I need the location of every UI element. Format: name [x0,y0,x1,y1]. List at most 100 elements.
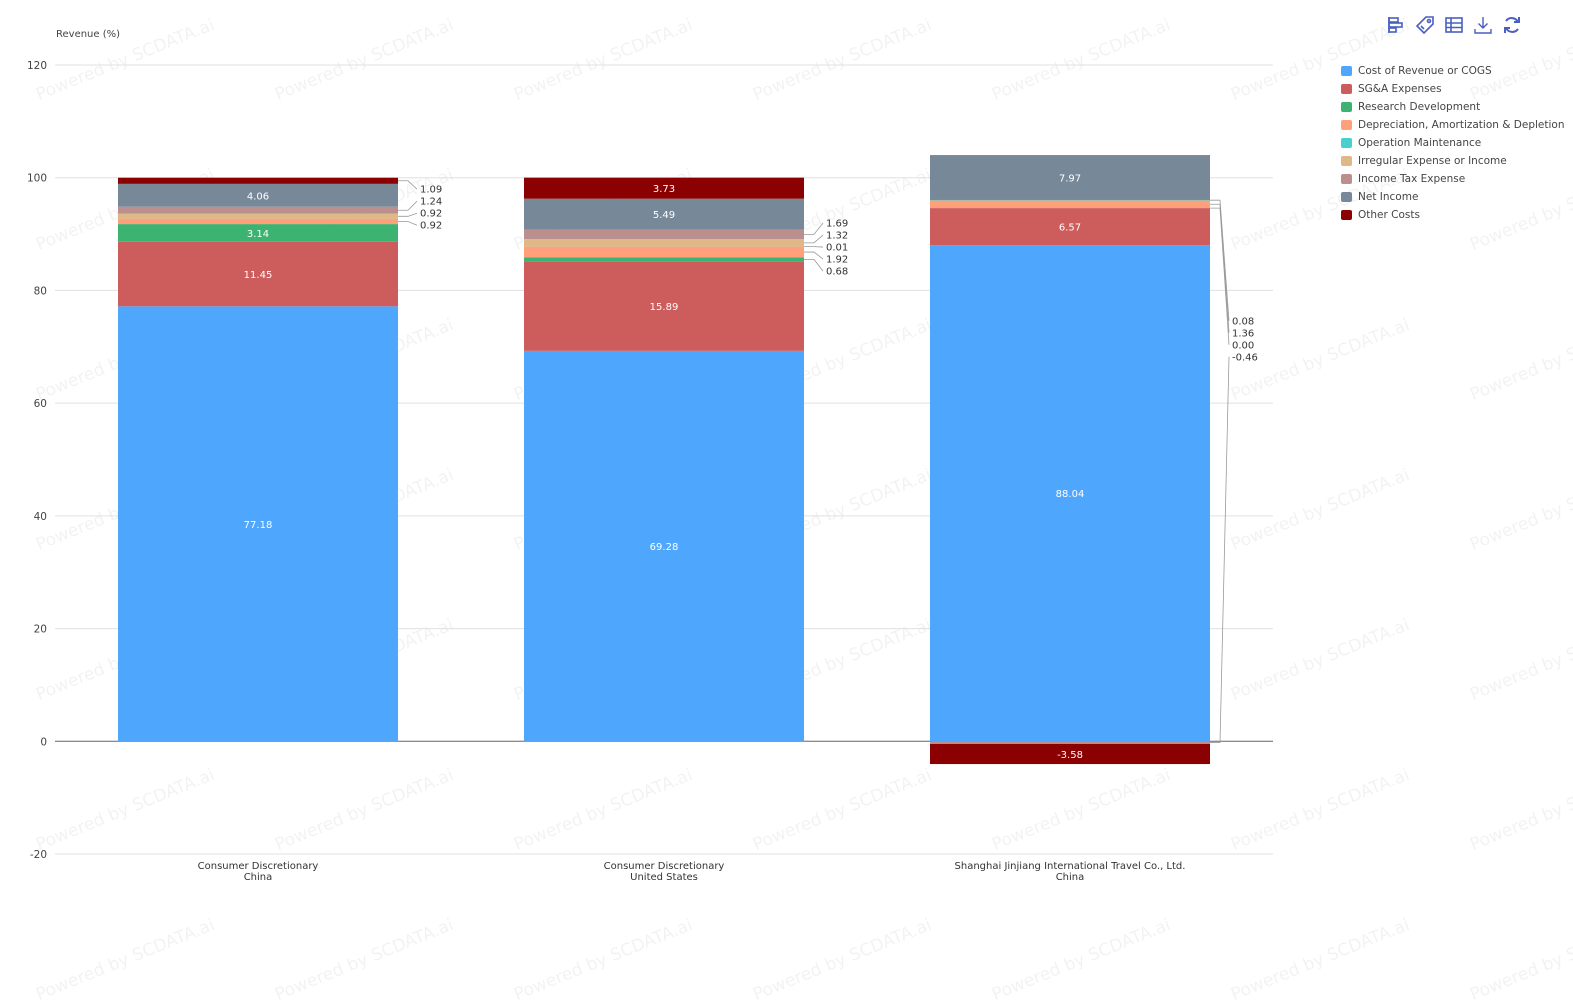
legend-swatch [1341,120,1352,130]
data-label: 1.36 [1232,328,1254,339]
bar-segment [524,257,804,261]
bar-segment [524,230,804,240]
legend-item[interactable]: Research Development [1341,98,1564,116]
bar-segment [930,741,1210,744]
data-label: -0.46 [1232,352,1258,363]
watermark-text: Powered by SCDATA.ai [33,915,217,1005]
table-icon[interactable] [1444,14,1464,36]
bar-segment [118,219,398,224]
label-leader-line [1210,208,1229,345]
x-tick-label: Consumer Discretionary [604,861,725,872]
data-label: 1.69 [826,219,848,230]
label-leader-line [1210,357,1229,743]
y-tick-label: 40 [34,511,47,523]
data-label: 0.08 [1232,316,1254,327]
data-label: 0.92 [420,221,442,232]
data-label: 3.73 [653,184,675,195]
legend-item[interactable]: Net Income [1341,188,1564,206]
tag-icon[interactable] [1415,14,1435,36]
y-tick-label: -20 [30,849,47,861]
legend-label: Net Income [1358,191,1418,203]
bar-segment [930,200,1210,208]
data-label: 6.57 [1059,223,1081,234]
download-icon[interactable] [1473,14,1493,36]
x-tick-label: Consumer Discretionary [198,861,319,872]
data-label: 4.06 [247,191,269,202]
bar-segment [118,214,398,219]
data-label: 0.92 [420,209,442,220]
data-label: 0.00 [1232,340,1254,351]
data-label: 1.24 [420,197,442,208]
legend-item[interactable]: Operation Maintenance [1341,134,1564,152]
bar-chart-icon[interactable] [1386,14,1406,36]
watermark-text: Powered by SCDATA.ai [1228,915,1412,1005]
label-leader-line [804,252,823,259]
legend-item[interactable]: SG&A Expenses [1341,80,1564,98]
legend-label: SG&A Expenses [1358,83,1442,95]
refresh-icon[interactable] [1502,14,1522,36]
label-leader-line [804,259,823,271]
data-label: 15.89 [650,302,679,313]
legend-label: Operation Maintenance [1358,137,1481,149]
chart-toolbar [1386,14,1522,36]
legend-swatch [1341,174,1352,184]
label-leader-line [804,223,823,234]
legend-item[interactable]: Cost of Revenue or COGS [1341,62,1564,80]
label-leader-line [398,213,417,216]
label-leader-line [804,235,823,243]
legend-label: Income Tax Expense [1358,173,1465,185]
legend-label: Research Development [1358,101,1480,113]
y-axis-title: Revenue (%) [56,29,120,40]
legend-swatch [1341,156,1352,166]
data-label: 0.01 [826,243,848,254]
y-tick-label: 80 [34,285,47,297]
data-label: 1.32 [826,231,848,242]
legend-item[interactable]: Depreciation, Amortization & Depletion [1341,116,1564,134]
bar-segment [118,178,398,184]
x-tick-label: China [1056,872,1085,883]
legend-swatch [1341,210,1352,220]
watermark-text: Powered by SCDATA.ai [989,915,1173,1005]
legend-item[interactable]: Other Costs [1341,206,1564,224]
legend-label: Other Costs [1358,209,1420,221]
label-leader-line [1210,204,1229,333]
y-tick-label: 20 [34,624,47,636]
bar-segment [118,207,398,214]
data-label: 69.28 [650,542,679,553]
legend-item[interactable]: Income Tax Expense [1341,170,1564,188]
watermark-text: Powered by SCDATA.ai [272,915,456,1005]
legend-label: Irregular Expense or Income [1358,155,1507,167]
y-tick-label: 100 [27,173,47,185]
watermark-text: Powered by SCDATA.ai [750,915,934,1005]
label-leader-line [398,222,417,226]
y-tick-label: 0 [40,736,47,748]
legend-swatch [1341,192,1352,202]
y-tick-label: 120 [27,60,47,72]
data-label: 1.09 [420,185,442,196]
legend-swatch [1341,84,1352,94]
data-label: 88.04 [1056,489,1085,500]
x-tick-label: United States [630,872,698,883]
legend-label: Depreciation, Amortization & Depletion [1358,119,1564,131]
data-label: -3.58 [1057,750,1083,761]
data-label: 77.18 [244,520,273,531]
legend-label: Cost of Revenue or COGS [1358,65,1492,77]
data-label: 3.14 [247,229,269,240]
bar-segment [524,247,804,258]
watermark-text: Powered by SCDATA.ai [511,915,695,1005]
bar-segment [524,239,804,246]
data-label: 0.68 [826,267,848,278]
watermark-text: Powered by SCDATA.ai [1467,915,1573,1005]
data-label: 7.97 [1059,174,1081,185]
legend-swatch [1341,138,1352,148]
label-leader-line [398,181,417,189]
x-tick-label: Shanghai Jinjiang International Travel C… [955,861,1186,872]
data-label: 5.49 [653,210,675,221]
y-tick-label: 60 [34,398,47,410]
x-tick-label: China [244,872,273,883]
data-label: 1.92 [826,255,848,266]
chart-legend: Cost of Revenue or COGS SG&A Expenses Rese… [1341,62,1564,224]
legend-swatch [1341,66,1352,76]
legend-item[interactable]: Irregular Expense or Income [1341,152,1564,170]
